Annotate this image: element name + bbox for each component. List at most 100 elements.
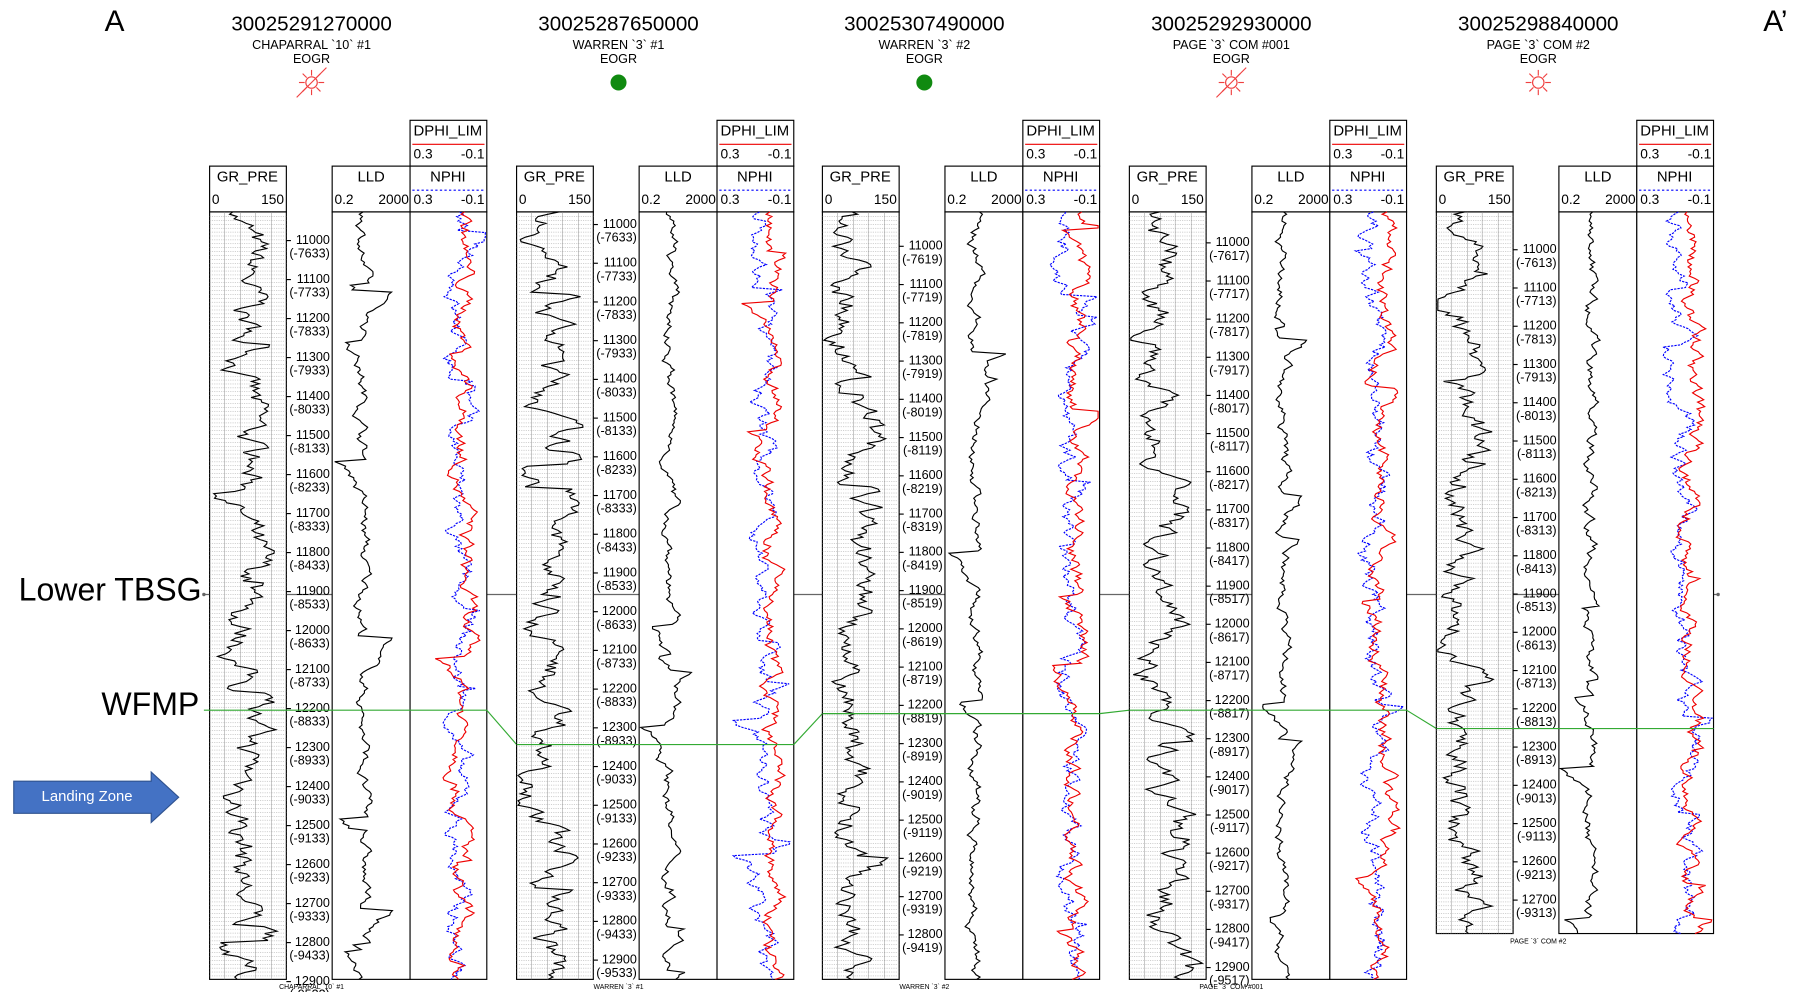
well-symbol	[916, 74, 933, 91]
gr-track	[1128, 211, 1207, 980]
md-label: 11000	[909, 239, 943, 253]
ss-label: (-9233)	[289, 871, 330, 885]
md-label: 12000	[1522, 625, 1557, 639]
md-label: 12000	[908, 621, 943, 635]
ss-label: (-8433)	[289, 559, 330, 573]
gr-curve	[212, 211, 280, 980]
md-label: 12600	[1215, 845, 1250, 859]
md-label: 11100	[1217, 273, 1250, 287]
lower-tbsg-label: Lower TBSG	[19, 572, 202, 608]
gr-header	[821, 165, 900, 213]
scale-min: 0	[1439, 192, 1447, 207]
gr-header	[516, 165, 594, 213]
md-label: 12200	[295, 701, 330, 715]
symbol-ray	[1235, 86, 1241, 92]
md-label: 11400	[603, 372, 637, 386]
scale-max: 2000	[1298, 192, 1329, 207]
well-footer: WARREN `3` #1	[593, 984, 643, 991]
md-label: 12900	[602, 952, 637, 966]
md-label: 11400	[1216, 388, 1250, 402]
symbol-circle	[1531, 76, 1545, 89]
ss-label: (-8219)	[902, 482, 943, 496]
lld-track	[638, 211, 718, 980]
ss-label: (-8217)	[1209, 478, 1250, 492]
lld-track	[944, 211, 1024, 980]
md-label: 12300	[1215, 731, 1250, 745]
md-label: 11000	[296, 233, 330, 247]
scale-max: -0.1	[1381, 146, 1405, 161]
nphi-curve	[1049, 211, 1099, 980]
md-label: 11300	[603, 333, 637, 347]
ss-label: (-9117)	[1210, 821, 1250, 835]
wfmp-link	[1099, 709, 1130, 715]
ss-label: (-9017)	[1209, 783, 1250, 797]
scale-min: 0.3	[1333, 192, 1352, 207]
md-label: 11700	[909, 506, 943, 520]
ss-label: (-8233)	[289, 481, 330, 495]
nphi-curve	[1353, 211, 1405, 980]
ss-label: (-8619)	[902, 635, 943, 649]
nphi-curve	[442, 211, 486, 980]
md-label: 11500	[296, 428, 330, 442]
md-label: 12200	[1522, 701, 1557, 715]
gr-curve	[822, 211, 890, 980]
ss-label: (-8017)	[1209, 402, 1250, 416]
nphi-header	[1636, 165, 1715, 213]
md-label: 12100	[1215, 655, 1250, 669]
well-symbol	[1525, 69, 1551, 96]
md-label: 12600	[602, 836, 637, 850]
well-operator: EOGR	[1520, 52, 1557, 66]
nphi-track	[1636, 211, 1715, 935]
ss-label: (-7919)	[902, 367, 943, 381]
md-label: 11600	[296, 467, 330, 481]
scale-max: 2000	[1605, 192, 1636, 207]
ss-label: (-8213)	[1516, 485, 1557, 499]
lld-curve	[1558, 211, 1602, 934]
well-api: 30025291270000	[231, 13, 391, 36]
ss-label: (-8333)	[596, 502, 637, 516]
md-label: 12700	[1522, 892, 1557, 906]
well-api: 30025287650000	[538, 13, 698, 36]
ss-label: (-7633)	[289, 247, 330, 261]
md-label: 11200	[296, 311, 330, 325]
well-operator: EOGR	[293, 52, 330, 66]
track-name: LLD	[1277, 170, 1305, 186]
ss-label: (-9333)	[596, 889, 637, 903]
md-label: 11900	[1216, 578, 1250, 592]
nphi-track	[716, 211, 795, 980]
md-label: 11700	[1216, 502, 1250, 516]
wfmp-label: WFMP	[101, 686, 199, 722]
ss-label: (-8233)	[596, 463, 637, 477]
ss-label: (-9233)	[596, 850, 637, 864]
track-name: NPHI	[737, 170, 773, 186]
track-name: GR_PRE	[1137, 170, 1198, 186]
well-operator: EOGR	[906, 52, 943, 66]
ss-label: (-9517)	[1209, 974, 1250, 988]
md-label: 11600	[909, 468, 943, 482]
track-name: GR_PRE	[524, 170, 585, 186]
md-label: 12800	[1215, 922, 1250, 936]
nphi-header	[716, 165, 795, 213]
track-name: NPHI	[1350, 170, 1386, 186]
nphi-header	[1329, 165, 1408, 213]
md-label: 11200	[1216, 311, 1250, 325]
md-label: 12400	[1522, 778, 1557, 792]
md-label: 11800	[909, 545, 943, 559]
ss-label: (-8817)	[1209, 707, 1250, 721]
md-label: 11300	[1523, 357, 1557, 371]
nphi-curve	[731, 211, 791, 980]
gr-header	[1435, 165, 1514, 213]
track-name: GR_PRE	[217, 170, 278, 186]
md-label: 11700	[603, 488, 637, 502]
landing-zone-arrow	[13, 770, 180, 824]
ss-label: (-9213)	[1516, 868, 1557, 882]
scale-min: 0.3	[720, 192, 739, 207]
well-symbol	[610, 74, 627, 91]
scale-min: 0.3	[413, 192, 432, 207]
md-label: 11300	[909, 353, 943, 367]
ss-label: (-7833)	[289, 325, 330, 339]
ss-label: (-8417)	[1209, 554, 1250, 568]
ss-label: (-8917)	[1209, 745, 1250, 759]
scale-min: 0	[212, 192, 220, 207]
